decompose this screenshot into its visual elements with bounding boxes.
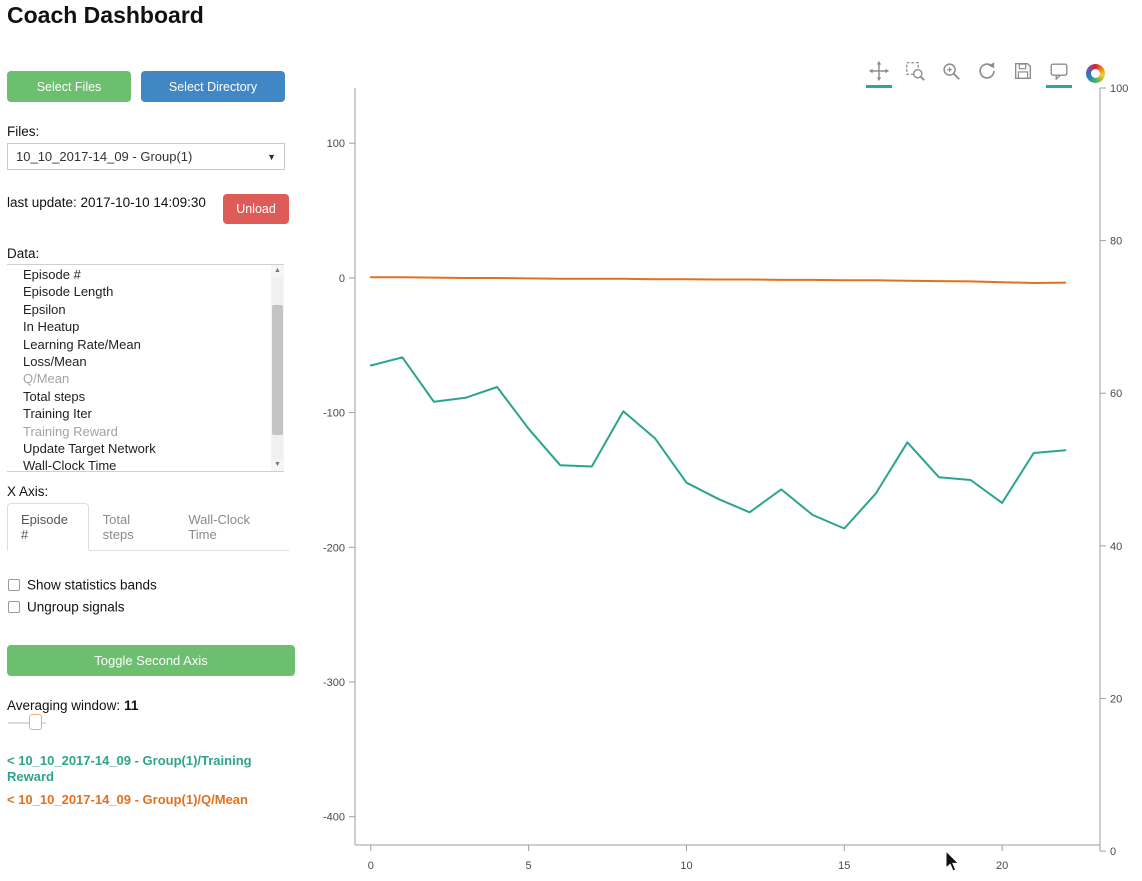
box-zoom-tool[interactable] <box>902 58 928 88</box>
slider-handle[interactable] <box>29 714 42 730</box>
y-left-tick-label: 0 <box>339 273 345 285</box>
files-dropdown-value: 10_10_2017-14_09 - Group(1) <box>16 149 193 164</box>
legend-entry[interactable]: < 10_10_2017-14_09 - Group(1)/Training R… <box>7 753 252 784</box>
data-list-item-training-iter[interactable]: Training Iter <box>23 406 92 422</box>
averaging-window-label: Averaging window: <box>7 698 121 713</box>
y-left-tick-label: -300 <box>323 677 345 689</box>
x-axis-label: X Axis: <box>7 484 49 499</box>
page-title: Coach Dashboard <box>7 2 204 28</box>
data-list-item-update-target-network[interactable]: Update Target Network <box>23 440 156 456</box>
series-10-10-2017-14-09-group-1-q-mean <box>369 276 1067 284</box>
chart-legend: < 10_10_2017-14_09 - Group(1)/Training R… <box>7 753 279 815</box>
data-list-item-wall-clock-time[interactable]: Wall-Clock Time <box>23 458 117 472</box>
scrollbar-track[interactable] <box>272 277 283 459</box>
wheel-zoom-tool[interactable] <box>938 58 964 88</box>
data-list-item-total-steps[interactable]: Total steps <box>23 388 86 404</box>
data-list: Episode # Episode Length Epsilon In Heatup L… <box>7 264 284 472</box>
data-list-item-q-mean[interactable]: Q/Mean <box>23 371 70 387</box>
select-files-button[interactable]: Select Files <box>7 71 131 102</box>
y-left-tick-label: -200 <box>323 542 345 554</box>
files-dropdown[interactable]: 10_10_2017-14_09 - Group(1) ▼ <box>7 143 285 170</box>
tab-episode[interactable]: Episode # <box>7 503 89 551</box>
y-left-tick-label: -400 <box>323 812 345 824</box>
series-10-10-2017-14-09-group-1-training-reward <box>369 356 1067 530</box>
y-right-tick-label: 0 <box>1110 846 1116 858</box>
y-right-tick-label: 20 <box>1110 693 1122 705</box>
select-directory-button[interactable]: Select Directory <box>141 71 285 102</box>
x-tick-label: 10 <box>680 860 692 872</box>
x-tick-label: 5 <box>526 860 532 872</box>
checkbox-row-ungroup-signals[interactable]: Ungroup signals <box>8 598 157 620</box>
checkbox-show-statistics-bands[interactable] <box>8 578 20 591</box>
data-list-item-episode-length[interactable]: Episode Length <box>23 284 114 300</box>
tab-total-steps[interactable]: Total steps <box>102 512 134 542</box>
hover-tool[interactable] <box>1046 58 1072 88</box>
checkbox-label: Ungroup signals <box>27 599 125 615</box>
data-list-scrollbar[interactable]: ▲ ▼ <box>271 265 284 471</box>
data-list-item-episode[interactable]: Episode # <box>23 267 81 282</box>
slider-track <box>8 722 46 724</box>
y-right-tick-label: 60 <box>1110 388 1122 400</box>
bokeh-toolbar <box>866 58 1105 88</box>
x-tick-label: 15 <box>838 860 850 872</box>
data-list-items: Episode # Episode Length Epsilon In Heatup L… <box>7 266 271 472</box>
checkbox-ungroup-signals[interactable] <box>8 600 20 613</box>
scroll-down-icon[interactable]: ▼ <box>274 461 281 468</box>
mouse-cursor <box>945 849 960 872</box>
reset-tool[interactable] <box>974 58 1000 88</box>
y-right-tick-label: 40 <box>1110 541 1122 553</box>
chevron-down-icon: ▼ <box>267 151 276 162</box>
data-list-item-training-reward[interactable]: Training Reward <box>23 423 118 439</box>
data-list-item-loss-mean[interactable]: Loss/Mean <box>23 353 87 369</box>
averaging-window-row: Averaging window: 11 <box>7 698 138 713</box>
data-list-item-learning-rate-mean[interactable]: Learning Rate/Mean <box>23 336 141 352</box>
checkbox-label: Show statistics bands <box>27 577 157 593</box>
tab-wall-clock-time[interactable]: Wall-Clock Time <box>188 512 250 542</box>
averaging-window-slider[interactable] <box>8 714 46 731</box>
scrollbar-thumb[interactable] <box>272 305 283 435</box>
last-update-text: last update: 2017-10-10 14:09:30 <box>7 195 206 210</box>
y-left-tick-label: -100 <box>323 408 345 420</box>
data-list-item-epsilon[interactable]: Epsilon <box>23 301 66 317</box>
y-right-tick-label: 100 <box>1110 83 1128 95</box>
checkbox-row-show-statistics-bands[interactable]: Show statistics bands <box>8 576 157 598</box>
y-left-tick-label: 100 <box>327 138 345 150</box>
x-tick-label: 20 <box>996 860 1008 872</box>
x-axis-tabs: Episode # Total steps Wall-Clock Time <box>7 503 289 551</box>
data-label: Data: <box>7 246 40 261</box>
pan-tool[interactable] <box>866 58 892 88</box>
y-right-tick-label: 80 <box>1110 236 1122 248</box>
bokeh-logo[interactable] <box>1086 63 1105 83</box>
unload-button[interactable]: Unload <box>223 194 289 224</box>
averaging-window-value: 11 <box>124 698 139 713</box>
scroll-up-icon[interactable]: ▲ <box>274 267 281 274</box>
x-tick-label: 0 <box>368 860 374 872</box>
legend-entry[interactable]: < 10_10_2017-14_09 - Group(1)/Q/Mean <box>7 792 248 807</box>
toggle-second-axis-button[interactable]: Toggle Second Axis <box>7 645 295 676</box>
files-label: Files: <box>7 124 40 139</box>
data-list-item-in-heatup[interactable]: In Heatup <box>23 319 80 335</box>
checkbox-group: Show statistics bands Ungroup signals <box>8 576 157 620</box>
save-tool[interactable] <box>1010 58 1036 88</box>
